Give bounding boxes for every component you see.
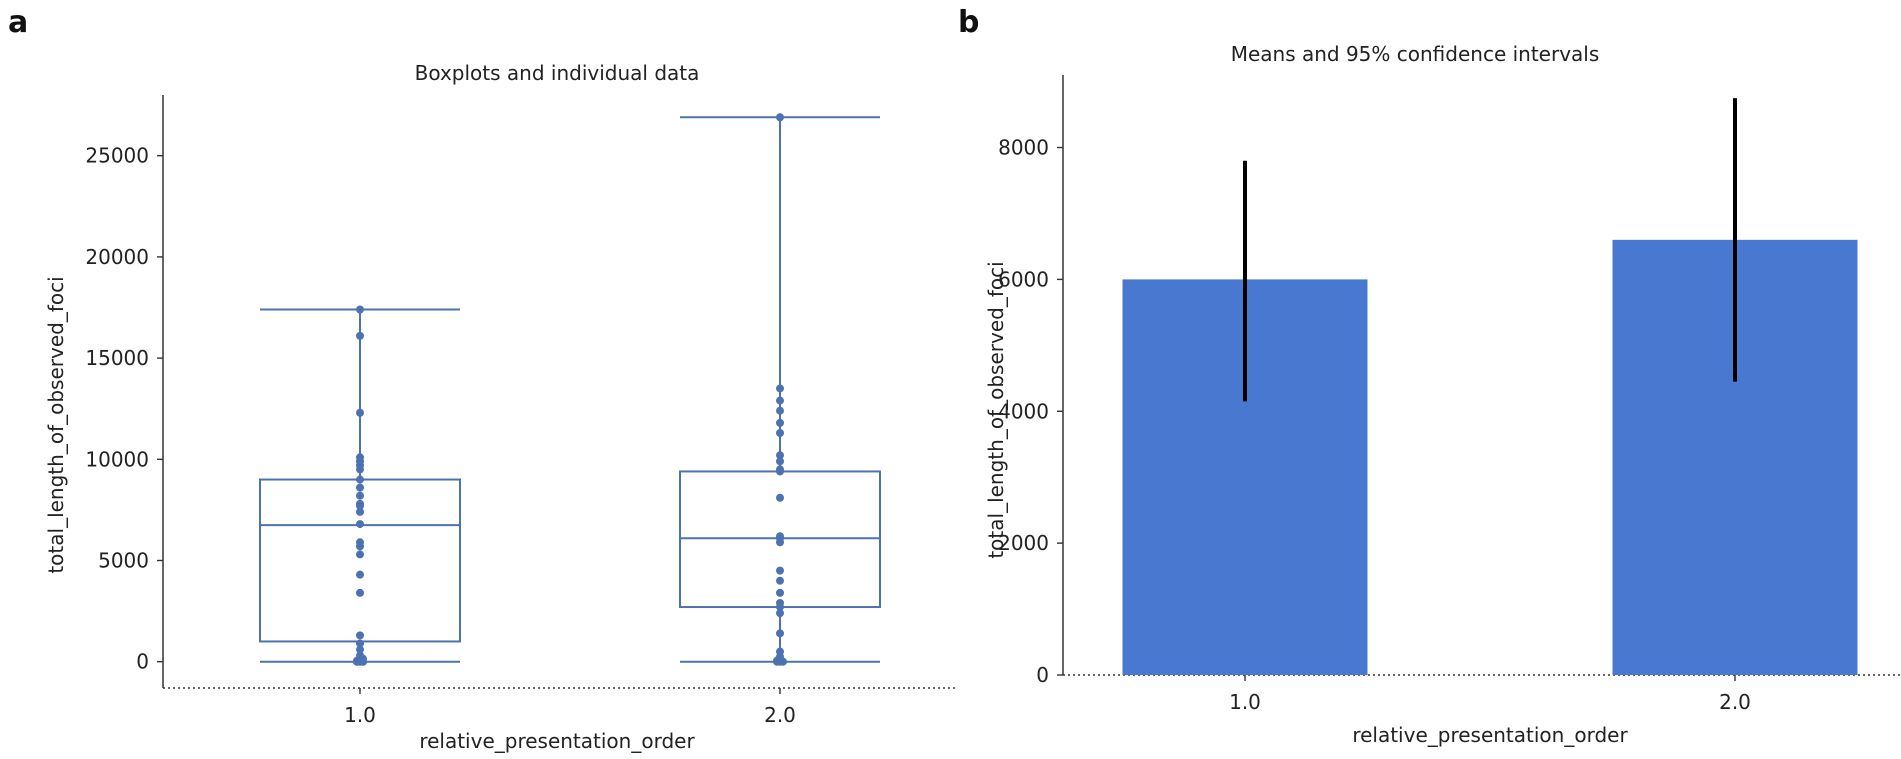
panel-b-barchart: b Means and 95% confidence intervals 0 20… [958, 5, 1901, 747]
panel-a-y-tick-label: 20000 [85, 245, 149, 269]
panel-a-data-point [776, 576, 784, 585]
panel-a-y-tick-label: 0 [136, 650, 149, 674]
panel-a-data-point [776, 588, 784, 597]
panel-b-y-tick-label: 4000 [998, 399, 1049, 423]
panel-b-x-tick-label: 2.0 [1719, 690, 1751, 714]
panel-a-data-point [776, 113, 784, 122]
panel-a-y-axis-label: total_length_of_observed_foci [44, 276, 68, 573]
panel-a-data-point [776, 566, 784, 575]
panel-a-data-point [776, 532, 784, 541]
panel-a-data-point [776, 457, 784, 466]
panel-b-title: Means and 95% confidence intervals [1231, 42, 1600, 66]
panel-b-y-tick-label: 0 [1036, 663, 1049, 687]
panel-a-data-point [356, 570, 364, 579]
panel-a-data-point [356, 507, 364, 516]
panel-a-data-point [356, 331, 364, 340]
panel-a-data-point [356, 639, 364, 648]
panel-a-data-point [356, 550, 364, 559]
panel-a-data-point [356, 631, 364, 640]
panel-a-data-point [356, 305, 364, 314]
panel-a-letter: a [8, 5, 28, 40]
panel-b-y-tick-label: 8000 [998, 136, 1049, 160]
panel-a-axes: 0 5000 10000 15000 20000 25000 1.0 2.0 [85, 95, 958, 727]
panel-a-data-point [776, 493, 784, 502]
panel-b-x-axis-label: relative_presentation_order [1352, 723, 1628, 747]
panel-b-y-tick-label: 6000 [998, 267, 1049, 291]
panel-a-y-tick-label: 10000 [85, 447, 149, 471]
panel-a-data-point [356, 538, 364, 547]
panel-a-data-point [356, 453, 364, 462]
panel-a-data-point [776, 451, 784, 460]
panel-a-data-point [776, 647, 784, 656]
panel-a-data-point [356, 588, 364, 597]
panel-a-data-point [356, 408, 364, 417]
panel-b-x-tick-label: 1.0 [1229, 690, 1261, 714]
panel-b-axes: 0 2000 4000 6000 8000 1.0 2.0 [998, 75, 1901, 714]
panel-a-data-point [356, 645, 364, 654]
panel-a-data-point [776, 428, 784, 437]
panel-a-x-axis-label: relative_presentation_order [419, 729, 695, 753]
panel-a-data-point [776, 396, 784, 405]
panel-a-data-point [356, 475, 364, 484]
panel-a-x-tick-label: 1.0 [344, 703, 376, 727]
panel-a-data-point [776, 609, 784, 618]
panel-a-data-point [356, 483, 364, 492]
panel-a-data-point [776, 598, 784, 607]
panel-a-data-point [776, 465, 784, 474]
panel-b-y-tick-label: 2000 [998, 531, 1049, 555]
panel-a-data-point [776, 384, 784, 393]
panel-a-data-point [356, 651, 364, 660]
panel-a-boxplot: a Boxplots and individual data 0 5000 1000… [8, 5, 958, 753]
panel-a-title: Boxplots and individual data [415, 61, 700, 85]
panel-a-data-point [356, 499, 364, 508]
panel-a-data-point [776, 418, 784, 427]
panel-a-y-tick-label: 25000 [85, 144, 149, 168]
panel-a-marks [259, 113, 881, 666]
panel-a-x-tick-label: 2.0 [764, 703, 796, 727]
panel-b-marks [1122, 98, 1858, 676]
panel-a-data-point [356, 520, 364, 529]
panel-b-letter: b [958, 5, 979, 40]
panel-a-y-tick-label: 5000 [98, 548, 149, 572]
panel-a-data-point [776, 406, 784, 415]
panel-a-data-point [776, 629, 784, 638]
panel-a-y-tick-label: 15000 [85, 346, 149, 370]
panel-a-data-point [356, 491, 364, 500]
panel-b-y-axis-label: total_length_of_observed_foci [984, 261, 1008, 558]
